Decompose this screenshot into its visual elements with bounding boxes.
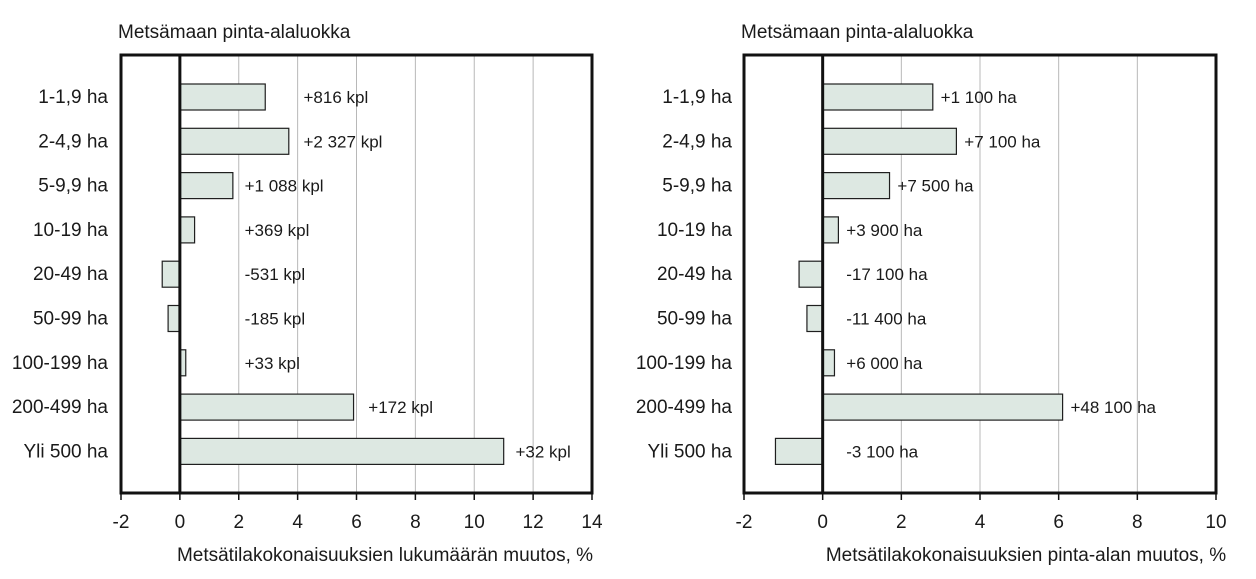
- chart-title: Metsämaan pinta-alaluokka: [118, 22, 351, 43]
- category-label: 50-99 ha: [33, 309, 108, 330]
- x-tick-label: 8: [1132, 512, 1143, 533]
- data-label: +1 100 ha: [941, 88, 1018, 107]
- bar: [179, 127, 290, 155]
- bar: [179, 172, 234, 200]
- bar: [798, 260, 824, 288]
- category-label: 100-199 ha: [636, 353, 733, 374]
- data-label: +6 000 ha: [846, 354, 923, 373]
- bar: [179, 216, 196, 244]
- data-label: -531 kpl: [245, 265, 305, 284]
- bar: [822, 349, 836, 377]
- category-label: 10-19 ha: [657, 220, 732, 241]
- x-tick-label: 6: [351, 512, 362, 533]
- bar: [806, 304, 824, 333]
- data-label: -17 100 ha: [846, 265, 928, 284]
- data-label: -3 100 ha: [846, 442, 918, 461]
- data-label: +2 327 kpl: [304, 132, 383, 151]
- data-label: +3 900 ha: [846, 221, 923, 240]
- category-label: 5-9,9 ha: [662, 176, 732, 197]
- x-tick-label: 2: [896, 512, 907, 533]
- data-label: -185 kpl: [245, 310, 305, 329]
- category-label: 20-49 ha: [33, 264, 108, 285]
- bar: [774, 437, 824, 465]
- x-tick-label: 4: [292, 512, 303, 533]
- category-label: 10-19 ha: [33, 220, 108, 241]
- x-tick-label: 2: [233, 512, 244, 533]
- x-tick-label: 4: [975, 512, 986, 533]
- bar: [179, 437, 505, 465]
- bar: [161, 260, 181, 288]
- category-label: 1-1,9 ha: [38, 87, 108, 108]
- x-tick-label: 10: [464, 512, 485, 533]
- x-tick-label: -2: [736, 512, 753, 533]
- data-label: +7 500 ha: [897, 177, 974, 196]
- bar: [822, 83, 934, 111]
- category-label: 1-1,9 ha: [662, 87, 732, 108]
- x-tick-label: -2: [113, 512, 130, 533]
- category-label: 100-199 ha: [12, 353, 109, 374]
- data-label: +33 kpl: [245, 354, 300, 373]
- category-label: 200-499 ha: [12, 397, 109, 418]
- x-tick-label: 0: [175, 512, 186, 533]
- x-tick-label: 8: [410, 512, 421, 533]
- category-label: 20-49 ha: [657, 264, 732, 285]
- bar: [822, 216, 840, 244]
- x-tick-label: 6: [1053, 512, 1064, 533]
- category-label: 50-99 ha: [657, 309, 732, 330]
- x-tick-label: 0: [817, 512, 828, 533]
- data-label: -11 400 ha: [846, 310, 927, 329]
- category-label: 2-4,9 ha: [662, 131, 732, 152]
- x-tick-label: 12: [523, 512, 544, 533]
- x-tick-label: 10: [1205, 512, 1226, 533]
- data-label: +369 kpl: [245, 221, 310, 240]
- bar: [822, 393, 1064, 421]
- data-label: +816 kpl: [304, 88, 369, 107]
- bar: [822, 172, 891, 200]
- x-axis-title: Metsätilakokonaisuuksien lukumäärän muut…: [177, 545, 593, 566]
- category-label: 2-4,9 ha: [38, 131, 108, 152]
- category-label: 200-499 ha: [636, 397, 733, 418]
- data-label: +7 100 ha: [964, 132, 1041, 151]
- data-label: +48 100 ha: [1070, 398, 1156, 417]
- x-tick-label: 14: [581, 512, 603, 533]
- bar: [179, 83, 266, 111]
- bar: [167, 304, 181, 333]
- data-label: +1 088 kpl: [245, 177, 324, 196]
- chart-title: Metsämaan pinta-alaluokka: [741, 22, 974, 43]
- chart-panel-1: Metsämaan pinta-alaluokka 1-1,9 ha +816 kp…: [12, 22, 603, 566]
- data-label: +32 kpl: [515, 442, 570, 461]
- category-label: Yli 500 ha: [23, 441, 108, 462]
- category-label: 5-9,9 ha: [38, 176, 108, 197]
- category-label: Yli 500 ha: [647, 441, 732, 462]
- bar: [179, 393, 355, 421]
- chart-panel-2: Metsämaan pinta-alaluokka 1-1,9 ha +1 100 …: [636, 22, 1227, 566]
- x-axis-title: Metsätilakokonaisuuksien pinta-alan muut…: [826, 545, 1226, 566]
- data-label: +172 kpl: [368, 398, 433, 417]
- bar: [822, 127, 958, 155]
